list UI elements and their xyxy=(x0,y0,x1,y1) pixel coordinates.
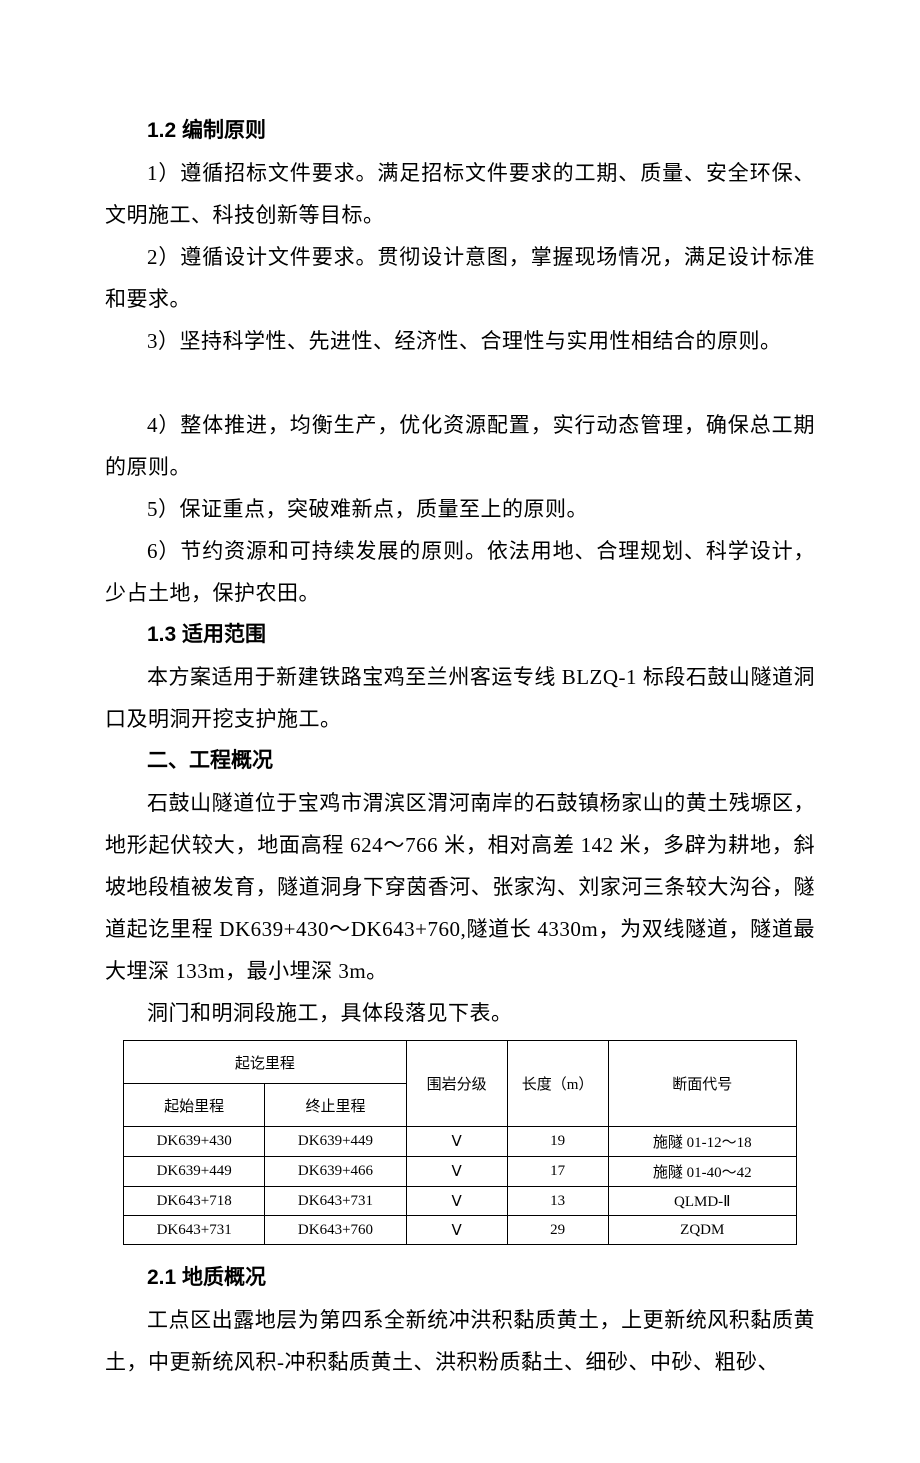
cell-end: DK639+466 xyxy=(265,1157,406,1187)
cell-code: QLMD-Ⅱ xyxy=(608,1187,796,1216)
para-2-1-body: 工点区出露地层为第四系全新统冲洪积黏质黄土，上更新统风积黏质黄土，中更新统风积-… xyxy=(105,1299,815,1383)
cell-length: 29 xyxy=(507,1216,608,1245)
cell-grade: Ⅴ xyxy=(406,1187,507,1216)
para-1-2-item2: 2）遵循设计文件要求。贯彻设计意图，掌握现场情况，满足设计标准和要求。 xyxy=(105,236,815,320)
para-1-2-item4: 4）整体推进，均衡生产，优化资源配置，实行动态管理，确保总工期的原则。 xyxy=(105,404,815,488)
cell-start: DK643+731 xyxy=(124,1216,265,1245)
table-row: DK643+718 DK643+731 Ⅴ 13 QLMD-Ⅱ xyxy=(124,1187,797,1216)
cell-length: 17 xyxy=(507,1157,608,1187)
heading-1-3: 1.3 适用范围 xyxy=(105,614,815,656)
para-1-2-item3: 3）坚持科学性、先进性、经济性、合理性与实用性相结合的原则。 xyxy=(105,320,815,362)
segment-table-wrap: 起讫里程 围岩分级 长度（m） 断面代号 起始里程 终止里程 DK639+430… xyxy=(123,1040,797,1245)
cell-length: 13 xyxy=(507,1187,608,1216)
cell-end: DK643+731 xyxy=(265,1187,406,1216)
para-2-body: 石鼓山隧道位于宝鸡市渭滨区渭河南岸的石鼓镇杨家山的黄土残塬区，地形起伏较大，地面… xyxy=(105,782,815,992)
cell-start: DK639+430 xyxy=(124,1127,265,1157)
cell-end: DK639+449 xyxy=(265,1127,406,1157)
para-1-2-item6: 6）节约资源和可持续发展的原则。依法用地、合理规划、科学设计，少占土地，保护农田… xyxy=(105,530,815,614)
table-row: DK639+430 DK639+449 Ⅴ 19 施隧 01-12～18 xyxy=(124,1127,797,1157)
para-1-2-item1: 1）遵循招标文件要求。满足招标文件要求的工期、质量、安全环保、文明施工、科技创新… xyxy=(105,152,815,236)
heading-2-1: 2.1 地质概况 xyxy=(105,1257,815,1299)
th-length: 长度（m） xyxy=(507,1041,608,1127)
para-1-3-body: 本方案适用于新建铁路宝鸡至兰州客运专线 BLZQ-1 标段石鼓山隧道洞口及明洞开… xyxy=(105,656,815,740)
th-rock-grade: 围岩分级 xyxy=(406,1041,507,1127)
cell-grade: Ⅴ xyxy=(406,1157,507,1187)
segment-table: 起讫里程 围岩分级 长度（m） 断面代号 起始里程 终止里程 DK639+430… xyxy=(123,1040,797,1245)
cell-length: 19 xyxy=(507,1127,608,1157)
th-start-mileage: 起始里程 xyxy=(124,1084,265,1127)
th-mileage: 起讫里程 xyxy=(124,1041,407,1084)
cell-code: ZQDM xyxy=(608,1216,796,1245)
para-1-2-item5: 5）保证重点，突破难新点，质量至上的原则。 xyxy=(105,488,815,530)
cell-grade: Ⅴ xyxy=(406,1127,507,1157)
heading-2: 二、工程概况 xyxy=(105,740,815,782)
heading-1-2: 1.2 编制原则 xyxy=(105,110,815,152)
document-page: 1.2 编制原则 1）遵循招标文件要求。满足招标文件要求的工期、质量、安全环保、… xyxy=(0,0,920,1463)
table-body: DK639+430 DK639+449 Ⅴ 19 施隧 01-12～18 DK6… xyxy=(124,1127,797,1245)
cell-code: 施隧 01-40～42 xyxy=(608,1157,796,1187)
th-end-mileage: 终止里程 xyxy=(265,1084,406,1127)
cell-start: DK639+449 xyxy=(124,1157,265,1187)
table-header-row1: 起讫里程 围岩分级 长度（m） 断面代号 xyxy=(124,1041,797,1084)
th-section-code: 断面代号 xyxy=(608,1041,796,1127)
table-row: DK643+731 DK643+760 Ⅴ 29 ZQDM xyxy=(124,1216,797,1245)
para-2-body2: 洞门和明洞段施工，具体段落见下表。 xyxy=(105,992,815,1034)
cell-start: DK643+718 xyxy=(124,1187,265,1216)
table-row: DK639+449 DK639+466 Ⅴ 17 施隧 01-40～42 xyxy=(124,1157,797,1187)
cell-code: 施隧 01-12～18 xyxy=(608,1127,796,1157)
cell-grade: Ⅴ xyxy=(406,1216,507,1245)
cell-end: DK643+760 xyxy=(265,1216,406,1245)
